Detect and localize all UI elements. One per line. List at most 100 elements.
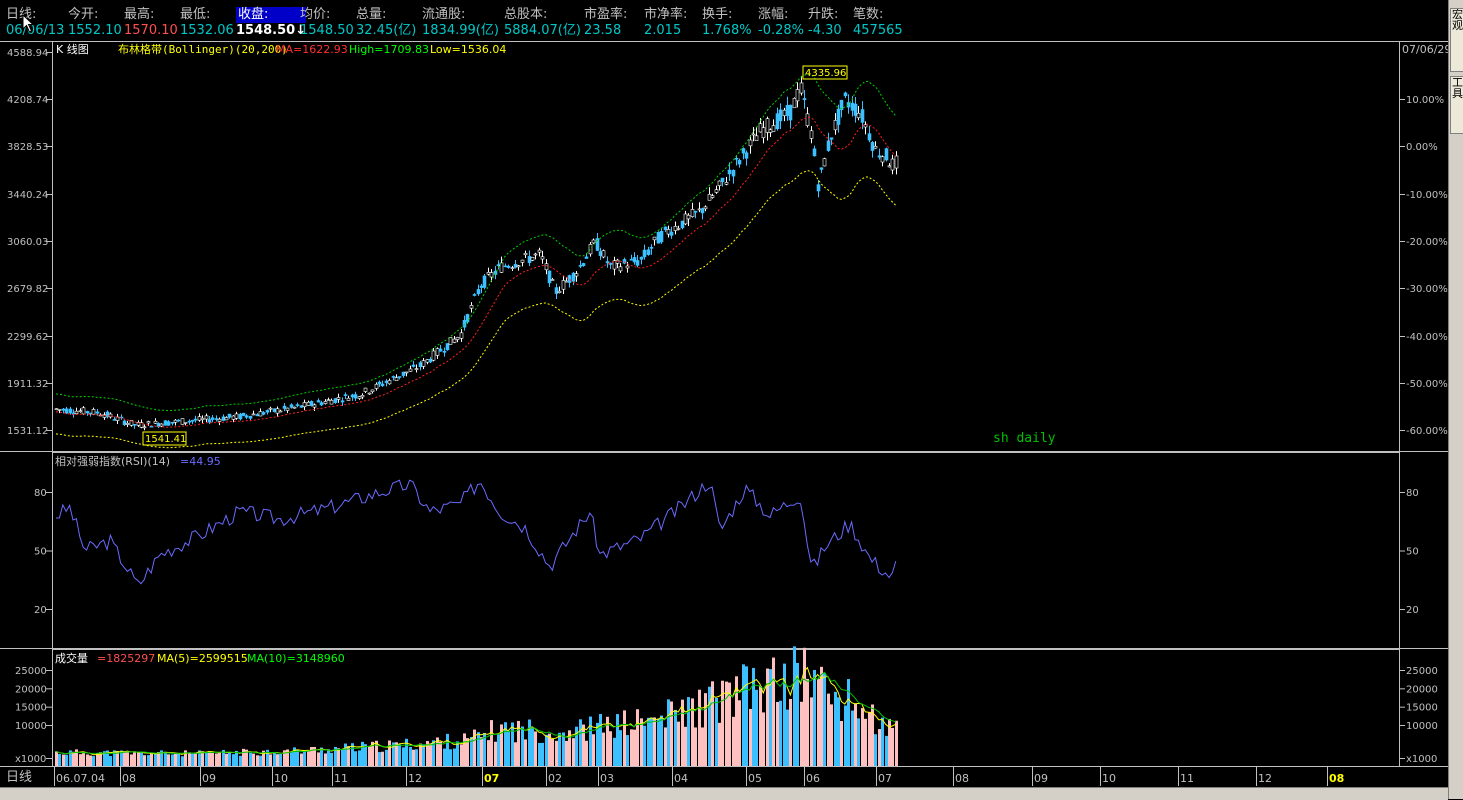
volume-bar (429, 743, 432, 766)
candle-body (785, 105, 790, 116)
percent-tick-label: -60.00% (1406, 426, 1448, 437)
volume-label: 成交量 (55, 651, 88, 665)
volume-bar (460, 744, 463, 766)
candle-body (516, 265, 521, 268)
volume-bar (361, 741, 364, 766)
candle-body (370, 389, 375, 393)
candle-body (506, 265, 511, 268)
volume-bar (885, 735, 888, 766)
candle-body (476, 289, 481, 295)
candle-body (693, 210, 698, 213)
candle-body (224, 417, 229, 421)
candle-body (462, 320, 467, 328)
volume-ma10-line (55, 671, 896, 755)
volume-bar (480, 737, 483, 766)
volume-bar (868, 712, 871, 766)
volume-bar (715, 697, 718, 766)
quote-field-label: 笔数: (853, 7, 884, 22)
candle-body (170, 422, 175, 424)
time-axis-label: 08 (122, 772, 136, 785)
candle-body (557, 290, 562, 293)
volume-bar (494, 741, 497, 766)
volume-bar (602, 732, 605, 766)
volume-bar (75, 749, 78, 766)
candle-body (584, 256, 589, 259)
chart-area[interactable]: K 线图 布林格带(Bollinger)(20,200) MA=1622.93 … (0, 0, 1448, 787)
candle-body (761, 127, 766, 139)
candle-body (734, 157, 739, 160)
candle-body (496, 264, 501, 266)
volume-bar (160, 750, 163, 766)
volume-axis: 25000 25000 20000 20000 15000 15000 10000 10000… (15, 666, 1438, 765)
volume-bar (242, 748, 245, 766)
rsi-tick-label: 20 (34, 605, 47, 616)
volume-ma5: MA(5)=2599515 (157, 652, 248, 665)
period-label[interactable]: 日线 (6, 770, 32, 785)
volume-bar (443, 748, 446, 766)
candle-body (204, 415, 209, 420)
quote-field-value: 457565 (853, 23, 903, 38)
volume-bar (766, 668, 769, 766)
volume-bar (521, 726, 524, 766)
volume-bar (500, 724, 503, 766)
volume-bar (419, 743, 422, 766)
volume-bar (565, 740, 568, 766)
candle-body (227, 413, 232, 418)
volume-bar (269, 754, 272, 766)
price-tick-label: 3060.03 (7, 237, 48, 248)
candle-body (846, 102, 851, 108)
quote-field-label: 收盘: (236, 7, 307, 23)
volume-bar (337, 748, 340, 766)
volume-bar (599, 714, 602, 766)
volume-bar (895, 720, 898, 766)
quote-field: 最高: 1570.10 (124, 7, 178, 39)
candle-body (833, 120, 838, 131)
horizontal-scrollbar[interactable] (0, 787, 1448, 800)
quote-field-value: 2.015 (644, 23, 682, 38)
candle-body (775, 113, 780, 130)
volume-bar (62, 754, 65, 766)
quote-field: 流通股: 1834.99(亿) (422, 7, 499, 39)
quote-field-value: 1548.50 (300, 23, 354, 38)
percent-tick-label: -40.00% (1406, 332, 1448, 343)
cursor-icon (22, 14, 35, 33)
candle-body (442, 350, 447, 353)
volume-tick-label: 15000 (1406, 703, 1438, 714)
candle-body (258, 411, 263, 417)
rsi-tick-label: 80 (34, 488, 47, 499)
time-axis-label: 07 (484, 772, 499, 785)
volume-bar (844, 705, 847, 766)
candle-body (445, 343, 450, 351)
volume-bar (358, 750, 361, 766)
volume-bar (402, 747, 405, 766)
candle-body (234, 413, 239, 419)
right-sidebar: 宏观 工具 (1448, 0, 1463, 799)
volume-bar (507, 731, 510, 766)
candle-body (333, 398, 338, 403)
sidebar-tab-macro[interactable]: 宏观 (1450, 8, 1463, 72)
volume-bar (330, 752, 333, 766)
candle-body (217, 418, 222, 422)
boll-high: High=1709.83 (349, 43, 429, 56)
price-tick-label: 4208.74 (7, 95, 48, 106)
candle-body (465, 314, 470, 323)
volume-bar (633, 729, 636, 766)
volume-bar (99, 752, 102, 766)
candle-body (153, 420, 158, 424)
volume-tick-label: x1000 (1406, 754, 1437, 765)
quote-field-label: 今开: (68, 7, 99, 22)
volume-bar (133, 751, 136, 766)
time-axis-label: 04 (674, 772, 688, 785)
volume-bar (167, 754, 170, 766)
volume-bar (439, 741, 442, 766)
volume-bar (218, 752, 221, 766)
sidebar-tab-tools[interactable]: 工具 (1450, 76, 1463, 134)
candle-body (799, 82, 804, 94)
candle-body (68, 408, 73, 414)
volume-bar (545, 734, 548, 766)
volume-bar (123, 751, 126, 766)
volume-bar (806, 678, 809, 766)
time-axis-label: 11 (1180, 772, 1194, 785)
candle-body (530, 256, 535, 261)
quote-field-value: 1570.10 (124, 23, 178, 38)
